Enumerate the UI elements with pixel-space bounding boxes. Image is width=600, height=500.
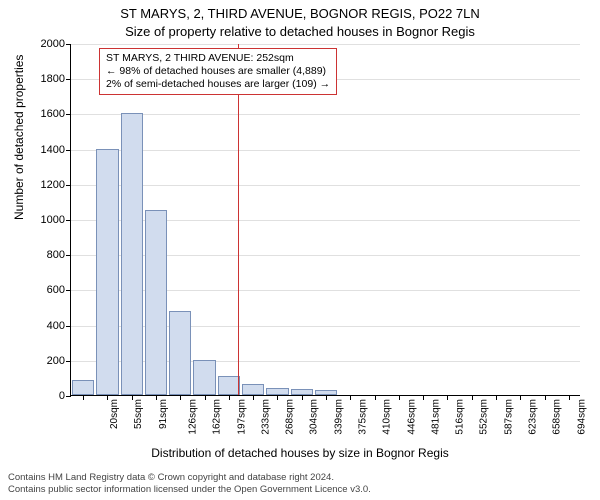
ytick-label: 1400: [41, 144, 65, 156]
xtick-mark: [107, 395, 108, 400]
xtick-label: 20sqm: [109, 399, 120, 429]
histogram-bar: [266, 388, 288, 395]
xtick-mark: [496, 395, 497, 400]
ytick-label: 200: [47, 355, 65, 367]
xtick-label: 623sqm: [528, 399, 539, 435]
histogram-bar: [218, 376, 240, 395]
ytick-mark: [66, 396, 71, 397]
ytick-label: 1800: [41, 73, 65, 85]
xtick-label: 339sqm: [333, 399, 344, 435]
ytick-label: 1200: [41, 179, 65, 191]
xtick-mark: [205, 395, 206, 400]
ytick-label: 400: [47, 320, 65, 332]
ytick-label: 2000: [41, 38, 65, 50]
ytick-mark: [66, 255, 71, 256]
xtick-mark: [132, 395, 133, 400]
histogram-bar: [72, 380, 94, 395]
xtick-label: 126sqm: [188, 399, 199, 435]
xtick-mark: [156, 395, 157, 400]
x-axis-label: Distribution of detached houses by size …: [0, 446, 600, 460]
xtick-mark: [545, 395, 546, 400]
chart-plot-area: 020040060080010001200140016001800200020s…: [70, 44, 580, 396]
annotation-line: ST MARYS, 2 THIRD AVENUE: 252sqm: [106, 52, 330, 65]
gridline: [71, 114, 580, 115]
ytick-mark: [66, 114, 71, 115]
xtick-label: 446sqm: [406, 399, 417, 435]
xtick-label: 91sqm: [158, 399, 169, 429]
gridline: [71, 150, 580, 151]
xtick-label: 410sqm: [382, 399, 393, 435]
xtick-label: 516sqm: [455, 399, 466, 435]
histogram-bar: [145, 210, 167, 395]
xtick-mark: [569, 395, 570, 400]
ytick-label: 1600: [41, 108, 65, 120]
gridline: [71, 44, 580, 45]
xtick-mark: [253, 395, 254, 400]
reference-line: [238, 44, 239, 395]
xtick-mark: [399, 395, 400, 400]
xtick-label: 233sqm: [260, 399, 271, 435]
xtick-label: 197sqm: [236, 399, 247, 435]
xtick-mark: [302, 395, 303, 400]
ytick-mark: [66, 326, 71, 327]
gridline: [71, 185, 580, 186]
ytick-mark: [66, 361, 71, 362]
xtick-mark: [277, 395, 278, 400]
xtick-mark: [180, 395, 181, 400]
chart-title-line2: Size of property relative to detached ho…: [0, 24, 600, 39]
xtick-label: 55sqm: [133, 399, 144, 429]
histogram-bar: [242, 384, 264, 395]
ytick-label: 0: [59, 390, 65, 402]
xtick-mark: [520, 395, 521, 400]
ytick-mark: [66, 185, 71, 186]
xtick-label: 694sqm: [576, 399, 587, 435]
xtick-label: 375sqm: [358, 399, 369, 435]
ytick-label: 800: [47, 249, 65, 261]
histogram-bar: [121, 113, 143, 395]
xtick-mark: [472, 395, 473, 400]
histogram-bar: [169, 311, 191, 395]
ytick-label: 600: [47, 284, 65, 296]
xtick-label: 587sqm: [503, 399, 514, 435]
xtick-mark: [229, 395, 230, 400]
ytick-mark: [66, 79, 71, 80]
y-axis-label: Number of detached properties: [12, 55, 26, 220]
xtick-mark: [423, 395, 424, 400]
ytick-mark: [66, 44, 71, 45]
xtick-label: 268sqm: [285, 399, 296, 435]
histogram-bar: [193, 360, 215, 395]
xtick-mark: [447, 395, 448, 400]
xtick-mark: [83, 395, 84, 400]
footer-attribution: Contains HM Land Registry data © Crown c…: [8, 472, 371, 496]
xtick-mark: [326, 395, 327, 400]
annotation-box: ST MARYS, 2 THIRD AVENUE: 252sqm← 98% of…: [99, 48, 337, 95]
footer-line2: Contains public sector information licen…: [8, 484, 371, 496]
xtick-label: 304sqm: [309, 399, 320, 435]
ytick-mark: [66, 150, 71, 151]
footer-line1: Contains HM Land Registry data © Crown c…: [8, 472, 371, 484]
xtick-label: 162sqm: [212, 399, 223, 435]
annotation-line: 2% of semi-detached houses are larger (1…: [106, 78, 330, 91]
xtick-label: 552sqm: [479, 399, 490, 435]
xtick-label: 658sqm: [552, 399, 563, 435]
xtick-label: 481sqm: [430, 399, 441, 435]
xtick-mark: [350, 395, 351, 400]
chart-title-line1: ST MARYS, 2, THIRD AVENUE, BOGNOR REGIS,…: [0, 6, 600, 21]
ytick-mark: [66, 290, 71, 291]
annotation-line: ← 98% of detached houses are smaller (4,…: [106, 65, 330, 78]
ytick-label: 1000: [41, 214, 65, 226]
xtick-mark: [375, 395, 376, 400]
histogram-bar: [96, 149, 118, 395]
ytick-mark: [66, 220, 71, 221]
